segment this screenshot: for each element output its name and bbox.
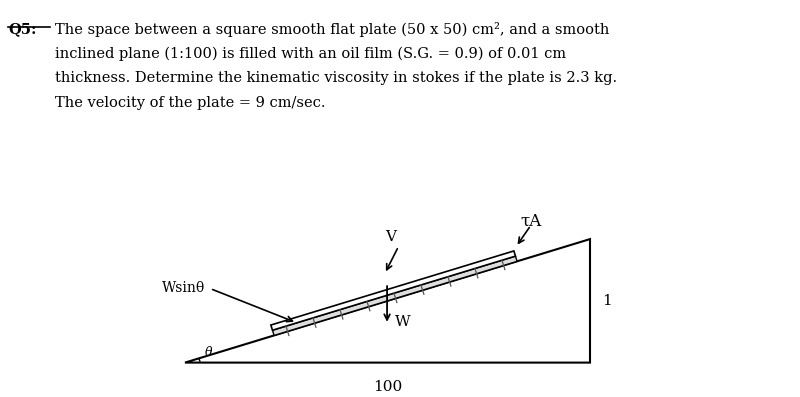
Polygon shape [271,251,515,330]
Text: τA: τA [521,212,542,229]
Text: Wsinθ: Wsinθ [162,281,205,295]
Text: inclined plane (1:100) is filled with an oil film (S.G. = 0.9) of 0.01 cm: inclined plane (1:100) is filled with an… [55,46,566,61]
Text: W: W [395,315,410,329]
Text: 100: 100 [373,380,402,394]
Text: Q5:: Q5: [8,22,37,36]
Text: 1: 1 [602,294,612,308]
Text: The velocity of the plate = 9 cm/sec.: The velocity of the plate = 9 cm/sec. [55,96,326,110]
Text: thickness. Determine the kinematic viscosity in stokes if the plate is 2.3 kg.: thickness. Determine the kinematic visco… [55,71,617,85]
Text: The space between a square smooth flat plate (50 x 50) cm², and a smooth: The space between a square smooth flat p… [55,22,610,37]
Polygon shape [273,256,517,335]
Text: V: V [385,230,396,244]
Text: θ: θ [205,346,213,358]
